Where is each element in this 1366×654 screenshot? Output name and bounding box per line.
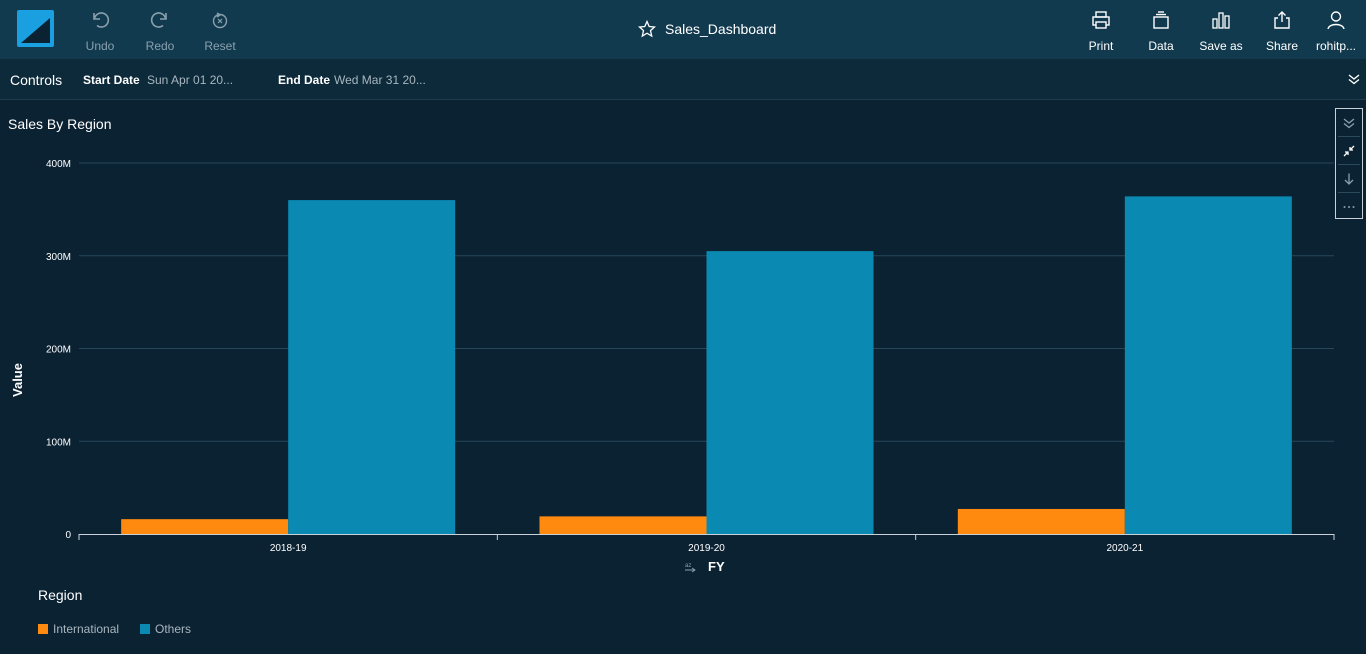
bar-chart: 0 100M 200M 300M 400M 2018-19 2019-20 2020-21 V… (10, 159, 1335, 554)
controls-label: Controls (10, 72, 63, 88)
collapse-icon[interactable] (1336, 109, 1362, 136)
y-tick-label: 100M (46, 437, 71, 448)
print-icon (1071, 9, 1131, 33)
redo-label: Redo (145, 39, 175, 53)
save-as-label: Save as (1199, 39, 1243, 53)
x-axis-title: FY (708, 559, 725, 574)
y-tick-label: 0 (65, 530, 71, 541)
user-label: rohitp... (1315, 39, 1357, 53)
share-icon (1252, 9, 1312, 33)
user-icon (1306, 9, 1366, 33)
print-label: Print (1088, 39, 1114, 53)
bar-international-2020-21[interactable] (957, 508, 1125, 534)
print-button[interactable]: Print (1071, 9, 1131, 53)
x-tick-label: 2019-20 (688, 543, 725, 554)
save-as-button[interactable]: Save as (1191, 9, 1251, 53)
dashboard-title-area: Sales_Dashboard (638, 18, 776, 40)
controls-bar: Controls Start Date Sun Apr 01 20... End… (0, 59, 1366, 100)
legend-label-international: International (53, 622, 120, 636)
legend-title: Region (38, 587, 83, 603)
y-tick-label: 200M (46, 345, 71, 356)
app-logo-icon[interactable] (17, 10, 54, 47)
legend-item-others[interactable]: Others (140, 622, 191, 636)
bar-international-2019-20[interactable] (539, 516, 707, 534)
reset-button[interactable]: Reset (190, 9, 250, 53)
svg-text:az: az (685, 563, 691, 569)
download-icon[interactable] (1336, 165, 1362, 192)
expand-controls-icon[interactable] (1347, 72, 1361, 91)
legend-swatch-international (38, 624, 48, 634)
legend-item-international[interactable]: International (38, 622, 119, 636)
y-tick-label: 400M (46, 159, 71, 170)
y-axis-title: Value (10, 363, 25, 397)
user-menu-button[interactable]: rohitp... (1306, 9, 1366, 53)
undo-button[interactable]: Undo (70, 9, 130, 53)
share-label: Share (1265, 39, 1299, 53)
star-icon[interactable] (638, 20, 656, 38)
minimize-icon[interactable] (1336, 137, 1362, 164)
data-button[interactable]: Data (1131, 9, 1191, 53)
end-date-value[interactable]: Wed Mar 31 20... (334, 73, 426, 87)
x-tick-label: 2018-19 (270, 543, 307, 554)
bar-international-2018-19[interactable] (121, 519, 289, 534)
data-label: Data (1148, 39, 1174, 53)
visual-title: Sales By Region (8, 116, 112, 132)
redo-icon (130, 9, 190, 33)
legend-label-others: Others (155, 622, 192, 636)
bar-others-2020-21[interactable] (1124, 196, 1292, 534)
reset-label: Reset (204, 39, 236, 53)
share-button[interactable]: Share (1252, 9, 1312, 53)
y-tick-label: 300M (46, 252, 71, 263)
more-icon[interactable] (1336, 193, 1362, 220)
dashboard-title: Sales_Dashboard (665, 21, 777, 37)
sort-icon[interactable]: az (684, 560, 696, 578)
top-toolbar: Undo Redo Reset Sales_Dashboard Print Da… (0, 0, 1366, 59)
start-date-label: Start Date (83, 73, 140, 87)
start-date-value[interactable]: Sun Apr 01 20... (147, 73, 234, 87)
redo-button[interactable]: Redo (130, 9, 190, 53)
undo-label: Undo (85, 39, 115, 53)
bar-others-2019-20[interactable] (706, 251, 874, 535)
x-tick-label: 2020-21 (1106, 543, 1143, 554)
data-icon (1131, 9, 1191, 33)
visual-menu (1335, 108, 1363, 219)
end-date-label: End Date (278, 73, 331, 87)
bar-others-2018-19[interactable] (288, 200, 456, 534)
undo-icon (70, 9, 130, 33)
reset-icon (190, 9, 250, 33)
legend-swatch-others (140, 624, 150, 634)
bar-chart-icon (1191, 9, 1251, 33)
